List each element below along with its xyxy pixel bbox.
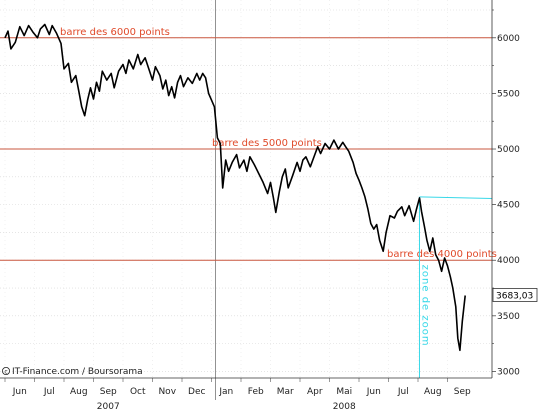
y-tick-label: 3000 <box>497 367 520 377</box>
x-tick-label: Jul <box>397 387 409 397</box>
copyright-c: c <box>4 368 7 375</box>
y-tick-label: 4000 <box>497 256 520 266</box>
x-tick-label: Apr <box>307 387 323 397</box>
x-tick-label: Jun <box>12 387 27 397</box>
credit-text: IT-Finance.com / Boursorama <box>12 367 143 377</box>
reference-label-4000: barre des 4000 points <box>387 249 497 260</box>
plot-area <box>0 0 492 378</box>
credit: c IT-Finance.com / Boursorama <box>2 366 143 377</box>
zoom-zone-label: zone de zoom <box>419 265 430 347</box>
x-tick-label: Jan <box>218 387 233 397</box>
x-tick-label: Aug <box>424 387 442 397</box>
x-tick-label: Oct <box>130 387 146 397</box>
year-label: 2008 <box>333 402 356 412</box>
x-tick-label: Feb <box>248 387 264 397</box>
x-tick-label: Mar <box>277 387 294 397</box>
series-line-0 <box>4 23 466 352</box>
y-tick-label: 5000 <box>497 145 520 155</box>
y-tick-label: 3500 <box>497 312 520 322</box>
y-axis: 3000 3500 4000 4500 5000 5500 6000 <box>491 0 520 378</box>
x-tick-label: Aug <box>70 387 88 397</box>
y-tick-label: 6000 <box>497 34 520 44</box>
y-tick-label: 5500 <box>497 89 520 99</box>
x-tick-label: Jun <box>366 387 381 397</box>
reference-label-6000: barre des 6000 points <box>60 27 170 38</box>
year-label: 2007 <box>97 402 120 412</box>
x-tick-label: Mai <box>336 387 352 397</box>
x-tick-label: Jul <box>43 387 55 397</box>
zoom-zone: zone de zoom <box>418 196 493 378</box>
reference-lines: barre des 6000 points barre des 5000 poin… <box>0 27 497 261</box>
series-layer <box>4 23 466 352</box>
x-tick-label: Sep <box>100 387 117 397</box>
zoom-zone-top-edge <box>419 196 493 200</box>
last-value-marker: 3683,03 <box>492 288 538 302</box>
reference-label-5000: barre des 5000 points <box>212 138 322 149</box>
vertical-gridlines <box>4 0 448 400</box>
last-value-box <box>492 288 538 302</box>
x-tick-label: Dec <box>188 387 205 397</box>
x-tick-label: Nov <box>158 387 176 397</box>
y-tick-label: 4500 <box>497 201 520 211</box>
x-tick-label: Sep <box>454 387 471 397</box>
last-value-label: 3683,03 <box>496 291 533 301</box>
x-axis: Jun Jul Aug Sep Oct Nov Dec Jan Feb Mar Apr Mai Jun J… <box>0 377 492 412</box>
copyright-icon <box>2 366 10 375</box>
